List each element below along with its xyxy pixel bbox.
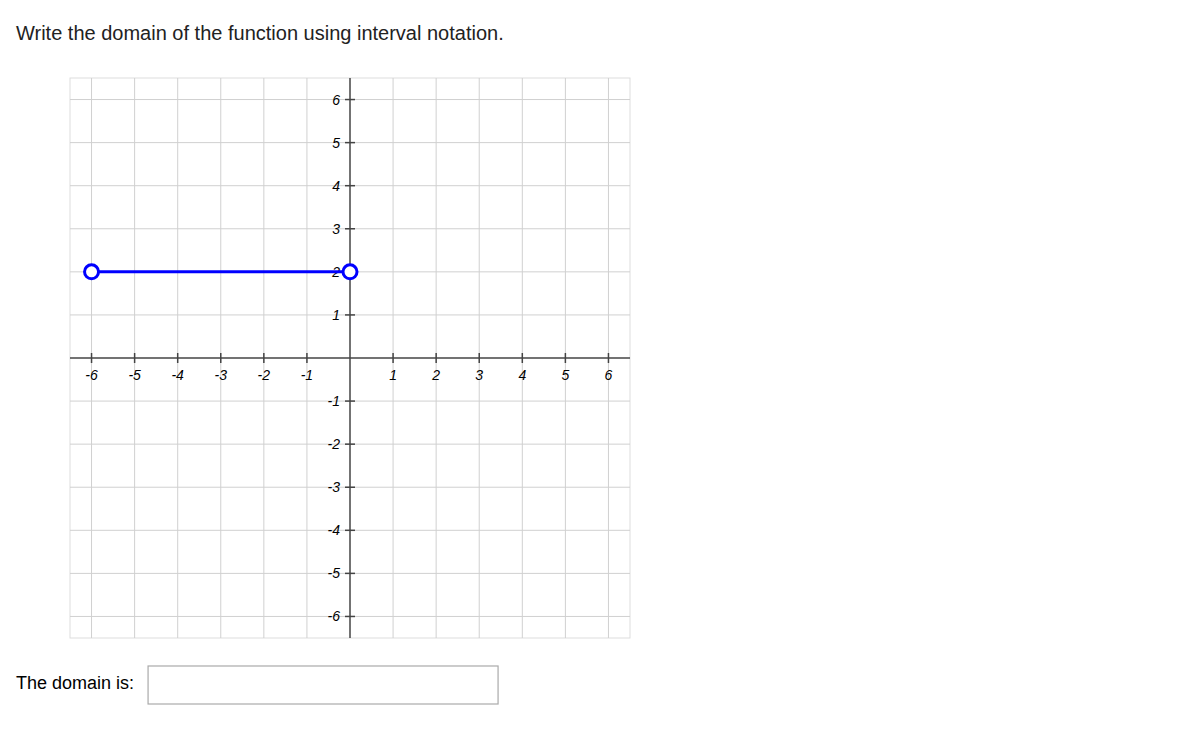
grid-line-y [70, 142, 630, 143]
x-tick-label: 1 [389, 367, 397, 383]
x-tick [565, 353, 567, 363]
x-tick [91, 353, 93, 363]
y-tick-label: -2 [328, 436, 341, 452]
x-tick [478, 353, 480, 363]
grid-line-x [608, 78, 609, 638]
grid-line-y [70, 314, 630, 315]
grid-line-y [70, 444, 630, 445]
y-tick-label: 5 [332, 135, 340, 151]
y-tick-label: -3 [328, 479, 341, 495]
grid-line-x [565, 78, 566, 638]
y-tick [345, 314, 355, 316]
x-tick [220, 353, 222, 363]
grid-line-y [70, 530, 630, 531]
marker [85, 265, 99, 279]
y-tick [345, 99, 355, 101]
y-tick-label: 6 [332, 92, 340, 108]
x-tick [177, 353, 179, 363]
grid [70, 78, 630, 638]
line [92, 270, 350, 273]
y-tick [345, 228, 355, 230]
grid-line-y [70, 228, 630, 229]
x-tick-label: -4 [171, 367, 184, 383]
grid-line-y [70, 401, 630, 402]
grid-line-x [177, 78, 178, 638]
x-tick [392, 353, 394, 363]
grid-line-x [263, 78, 264, 638]
x-tick-label: 3 [475, 367, 483, 383]
answer-box [148, 666, 498, 704]
plot-frame [70, 78, 630, 638]
x-tick-label: -1 [301, 367, 313, 383]
x-tick [435, 353, 437, 363]
x-tick-label: 6 [605, 367, 613, 383]
x-tick-label: -6 [85, 367, 98, 383]
y-axis [349, 78, 351, 638]
x-tick-label: -3 [215, 367, 228, 383]
x-tick [608, 353, 610, 363]
x-tick-label: 4 [518, 367, 526, 383]
x-tick [134, 353, 136, 363]
y-tick [345, 486, 355, 488]
grid-line-y [70, 99, 630, 100]
x-tick [306, 353, 308, 363]
x-tick-label: -2 [258, 367, 271, 383]
grid-line-x [479, 78, 480, 638]
x-tick-label: -5 [128, 367, 141, 383]
grid-line-y [70, 487, 630, 488]
grid-line-x [436, 78, 437, 638]
x-tick-label: 5 [561, 367, 569, 383]
chart: Write the domain of the function using i… [0, 0, 1200, 744]
y-tick-label: -5 [328, 565, 341, 581]
y-tick-label: -4 [328, 522, 341, 538]
grid-line-x [306, 78, 307, 638]
marker [343, 265, 357, 279]
y-tick [345, 530, 355, 532]
x-tick-label: 2 [431, 367, 440, 383]
y-tick [345, 616, 355, 618]
data [85, 265, 357, 279]
answer-label: The domain is: [16, 673, 134, 693]
grid-line-x [522, 78, 523, 638]
y-tick-label: 3 [332, 221, 340, 237]
grid-line-y [70, 616, 630, 617]
x-tick [522, 353, 524, 363]
y-tick [345, 573, 355, 575]
grid-line-y [70, 573, 630, 574]
y-tick [345, 185, 355, 187]
y-tick [345, 400, 355, 402]
grid-line-x [393, 78, 394, 638]
y-tick-label: 4 [332, 178, 340, 194]
grid-line-y [70, 185, 630, 186]
y-tick-label: -6 [328, 608, 341, 624]
title: Write the domain of the function using i… [16, 22, 504, 44]
grid-line-x [91, 78, 92, 638]
grid-line-x [134, 78, 135, 638]
x-tick [263, 353, 265, 363]
y-tick [345, 443, 355, 445]
y-tick [345, 142, 355, 144]
y-tick-label: 1 [332, 307, 340, 323]
grid-line-x [220, 78, 221, 638]
y-tick-label: -1 [328, 393, 340, 409]
